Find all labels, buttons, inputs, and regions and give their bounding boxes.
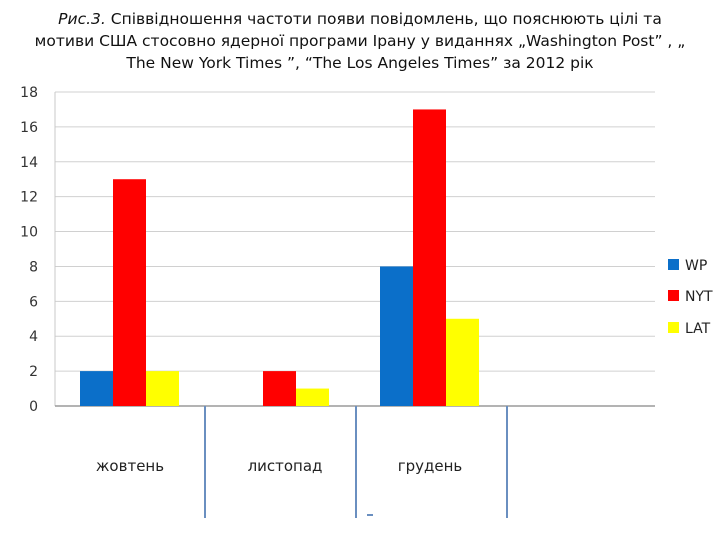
y-tick-label: 4 — [29, 329, 38, 345]
legend-swatch-lat — [668, 322, 679, 333]
bar-lat — [146, 371, 179, 406]
y-tick-label: 6 — [29, 294, 38, 310]
y-tick-label: 8 — [29, 259, 38, 275]
figure-caption: Рис.3. Співвідношення частоти появи пові… — [30, 8, 690, 74]
bar-nyt — [113, 179, 146, 406]
figure-number: Рис.3. — [58, 10, 106, 28]
legend-swatch-wp — [668, 259, 679, 270]
x-category-label: жовтень — [96, 457, 164, 475]
bar-lat — [296, 388, 329, 406]
bar-nyt — [263, 371, 296, 406]
legend-swatch-nyt — [668, 290, 679, 301]
bar-wp — [380, 266, 413, 406]
y-tick-label: 18 — [20, 85, 38, 101]
legend-label-nyt: NYT — [685, 289, 713, 305]
x-category-label: грудень — [398, 457, 463, 475]
bar-wp — [80, 371, 113, 406]
y-tick-label: 2 — [29, 364, 38, 380]
y-tick-label: 10 — [20, 225, 38, 241]
y-tick-label: 12 — [20, 190, 38, 206]
y-tick-label: 0 — [29, 399, 38, 415]
y-tick-label: 16 — [20, 120, 38, 136]
bar-lat — [446, 318, 479, 406]
y-tick-label: 14 — [20, 155, 38, 171]
figure-caption-text: Співвідношення частоти появи повідомлень… — [34, 10, 686, 72]
legend-label-lat: LAT — [685, 321, 711, 337]
x-category-label: листопад — [248, 457, 323, 475]
bar-nyt — [413, 109, 446, 406]
legend-label-wp: WP — [685, 258, 707, 274]
